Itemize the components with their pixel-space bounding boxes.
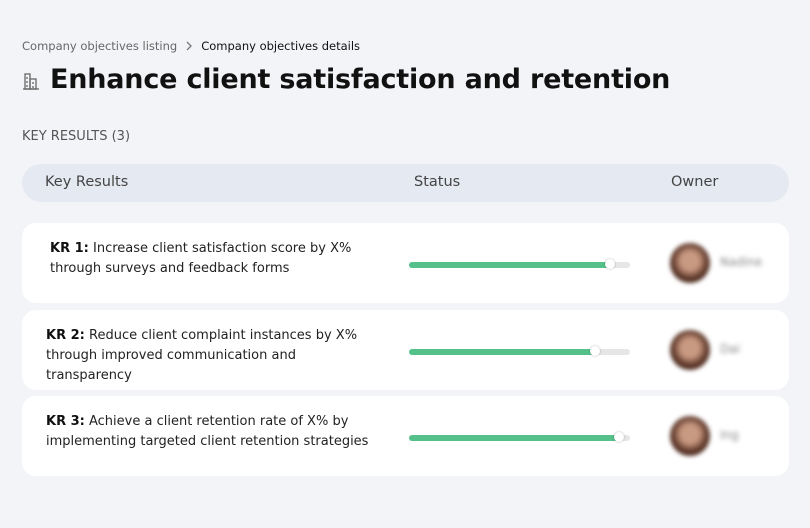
key-result-text: KR 3: Achieve a client retention rate of… [46,412,381,452]
key-result-description: Reduce client complaint instances by X% … [46,328,358,383]
key-result-row[interactable]: KR 2: Reduce client complaint instances … [22,310,789,390]
breadcrumb-current: Company objectives details [201,39,361,53]
key-result-description: Increase client satisfaction score by X%… [50,241,352,276]
column-header: Key Results [45,174,129,190]
key-result-description: Achieve a client retention rate of X% by… [46,414,369,449]
key-result-row[interactable]: KR 3: Achieve a client retention rate of… [22,396,789,476]
key-result-text: KR 1: Increase client satisfaction score… [50,239,385,279]
progress-knob [589,346,600,356]
key-result-label: KR 3: [46,414,85,429]
owner-avatar [670,416,710,456]
key-result-row[interactable]: KR 1: Increase client satisfaction score… [22,223,789,303]
header: Enhance client satisfaction and retentio… [22,64,670,95]
progress-knob [613,432,624,442]
chevron [186,41,193,51]
progress-knob [605,259,616,269]
key-result-text: KR 2: Reduce client complaint instances … [46,326,381,386]
table-header: Key Results Status Owner [22,164,789,202]
section-label: KEY RESULTS (3) [22,129,131,144]
column-header: Owner [671,174,719,190]
progress-fill [409,262,611,268]
owner-name: Dai [720,342,740,356]
progress-fill [409,349,595,355]
progress-fill [409,435,619,441]
key-result-label: KR 1: [50,241,89,256]
breadcrumb: Company objectives listing Company objec… [22,39,360,53]
building-icon [23,72,39,90]
breadcrumb-link[interactable]: Company objectives listing [22,39,178,53]
progress-track [409,346,630,356]
key-result-label: KR 2: [46,328,85,343]
owner-avatar [670,330,710,370]
page-title: Enhance client satisfaction and retentio… [50,64,671,95]
owner-name: Nadine [720,255,763,269]
progress-track [409,259,630,269]
owner-name: Ing [720,428,739,442]
column-header: Status [414,174,461,190]
owner-avatar [670,243,710,283]
progress-track [409,432,630,442]
